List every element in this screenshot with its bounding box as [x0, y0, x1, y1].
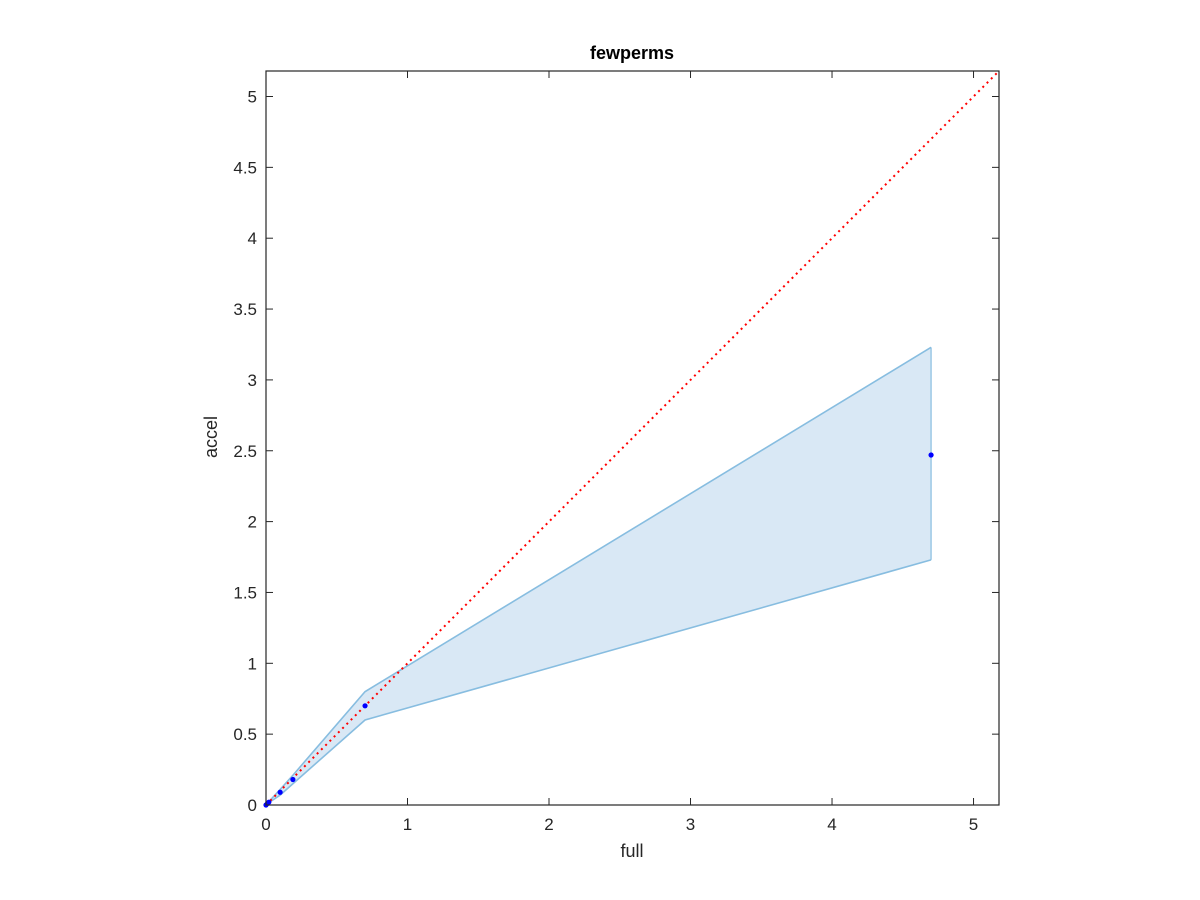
y-tick-label: 1: [248, 654, 257, 673]
y-axis-label: accel: [201, 416, 221, 458]
x-axis-label: full: [620, 841, 643, 861]
chart-title: fewperms: [590, 43, 674, 63]
confidence-band: [266, 347, 932, 805]
x-tick-label: 2: [544, 815, 553, 834]
y-tick-label: 0: [248, 796, 257, 815]
y-tick-label: 2: [248, 513, 257, 532]
reference-line: [265, 70, 1000, 806]
x-tick-label: 4: [827, 815, 836, 834]
x-tick-label: 1: [403, 815, 412, 834]
data-point: [277, 789, 283, 795]
x-tick-label: 5: [969, 815, 978, 834]
x-tick-label: 3: [686, 815, 695, 834]
axes: 0 1 2 3 4 5 0 0.5 1 1.5 2 2.5 3 3.5 4 4.5 5: [233, 70, 1000, 834]
data-point: [362, 703, 368, 709]
y-tick-label: 5: [248, 88, 257, 107]
y-tick-label: 3.5: [233, 300, 257, 319]
x-tick-label: 0: [261, 815, 270, 834]
y-tick-label: 4.5: [233, 158, 257, 177]
y-tick-label: 1.5: [233, 583, 257, 602]
data-point: [266, 799, 272, 805]
plot-area: [263, 70, 1000, 808]
y-tick-label: 3: [248, 371, 257, 390]
data-point: [928, 452, 934, 458]
axes-box: [265, 70, 1000, 806]
y-tick-label: 0.5: [233, 725, 257, 744]
data-point: [290, 776, 296, 783]
y-tick-label: 2.5: [233, 442, 257, 461]
y-tick-label: 4: [248, 229, 257, 248]
